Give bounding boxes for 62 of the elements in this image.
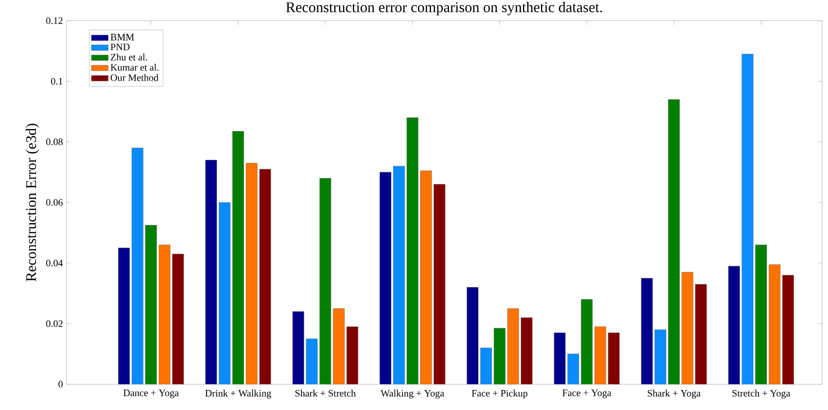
- bar: [246, 162, 258, 384]
- bar: [380, 172, 392, 384]
- x-tick-label: Shark + Stretch: [295, 390, 356, 397]
- x-tick-label: Stretch + Yoga: [732, 390, 790, 399]
- bar: [145, 225, 157, 384]
- bar: [346, 326, 358, 384]
- bar: [608, 332, 620, 384]
- bar: [695, 284, 707, 384]
- x-tick-label: Face + Pickup: [472, 390, 528, 399]
- x-tick-label: Face + Yoga: [562, 390, 612, 398]
- bar: [320, 178, 331, 384]
- y-tick-label: 0.04: [46, 260, 63, 266]
- y-tick-label: 0.1: [51, 78, 62, 85]
- bar: [494, 328, 506, 384]
- bar: [158, 244, 170, 384]
- bar: [420, 170, 432, 384]
- y-axis-title: Reconstruction Error (e3d): [26, 124, 40, 282]
- bar: [682, 272, 694, 384]
- bar: [434, 184, 446, 384]
- x-tick-label: Walking + Yoga: [380, 390, 444, 399]
- bar: [654, 330, 666, 384]
- bar: [742, 54, 754, 384]
- x-tick-label: Drink + Walking: [205, 390, 272, 399]
- bar: [218, 202, 230, 384]
- bar: [406, 118, 418, 384]
- bar: [567, 354, 580, 384]
- y-tick-label: 0.08: [46, 138, 63, 146]
- y-tick-label: 0.02: [46, 320, 62, 328]
- y-tick-label: 0.06: [46, 199, 63, 206]
- bar: [393, 166, 405, 384]
- x-tick-label: Shark + Yoga: [648, 390, 701, 399]
- bar: [580, 299, 593, 384]
- bar: [172, 254, 184, 384]
- bar: [205, 160, 217, 384]
- bar: [480, 348, 492, 384]
- bar: [782, 275, 794, 384]
- bar: [118, 248, 130, 384]
- bar: [755, 244, 767, 384]
- bar: [728, 266, 740, 384]
- bar: [466, 287, 478, 384]
- legend-label: PND: [110, 44, 130, 50]
- x-tick-label: Dance + Yoga: [123, 390, 179, 398]
- bar: [292, 311, 304, 384]
- bar: [594, 326, 606, 384]
- bar: [306, 338, 318, 384]
- bar: [668, 99, 680, 384]
- bar: [132, 148, 144, 384]
- y-tick-label: 0.12: [46, 17, 62, 24]
- bar: [333, 308, 345, 384]
- legend-label: Zhu et al.: [110, 54, 147, 61]
- bar: [641, 278, 653, 384]
- bar: [520, 317, 532, 384]
- bar: [259, 169, 271, 384]
- legend-label: BMM: [110, 34, 134, 40]
- legend-label: Kumar et al.: [110, 64, 158, 71]
- bar: [554, 332, 566, 384]
- legend-label: Our Method: [110, 74, 158, 82]
- bar: [768, 264, 780, 384]
- bar: [232, 131, 244, 384]
- chart-title: Reconstruction error comparison on synthetic dataset.: [286, 2, 602, 16]
- bar: [507, 308, 519, 384]
- y-tick-label: 0: [58, 380, 63, 388]
